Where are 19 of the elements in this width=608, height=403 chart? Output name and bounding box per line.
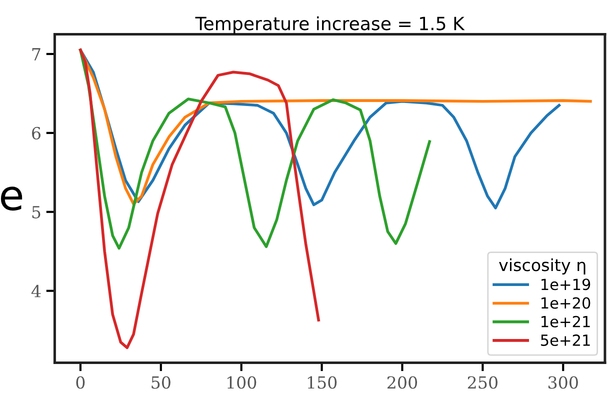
x-tick-label: 50 xyxy=(152,376,170,389)
legend-label: 1e+20 xyxy=(542,297,590,309)
legend-label: 1e+19 xyxy=(542,278,590,290)
x-tick-label: 0 xyxy=(76,376,85,389)
legend-label: 1e+21 xyxy=(542,316,590,328)
x-tick-label: 250 xyxy=(468,376,498,389)
y-tick-label: 6 xyxy=(32,126,40,140)
x-tick-label: 150 xyxy=(308,376,337,389)
y-tick-label: 5 xyxy=(32,206,40,218)
line-series xyxy=(79,48,320,350)
chart-title: Temperature increase = 1.5 K xyxy=(195,16,465,34)
y-tick-label: 4 xyxy=(31,284,41,298)
y-tick-label: 7 xyxy=(32,48,40,60)
legend-label: 5e+21 xyxy=(541,334,590,346)
x-tick-label: 300 xyxy=(548,376,578,389)
x-tick-label: 100 xyxy=(227,376,256,389)
y-axis-title: e xyxy=(0,186,22,211)
legend-title: viscosity η xyxy=(499,258,586,275)
x-tick-label: 200 xyxy=(387,376,418,389)
